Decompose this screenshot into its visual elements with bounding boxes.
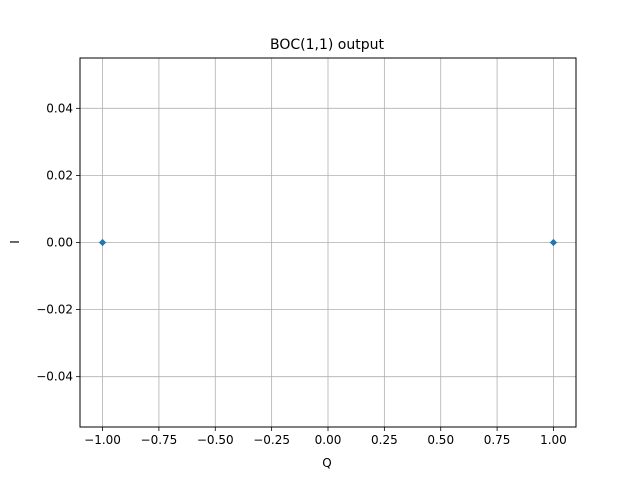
data-point (549, 238, 558, 247)
y-axis-label: I (8, 240, 22, 244)
x-tick-label: −1.00 (84, 433, 121, 447)
x-tick-label: −0.50 (197, 433, 234, 447)
x-axis-label: Q (322, 456, 331, 470)
chart-title: BOC(1,1) output (270, 37, 384, 53)
y-axis-ticks: −0.04 −0.02 0.00 0.02 0.04 (36, 101, 80, 384)
x-tick-label: 0.00 (315, 433, 342, 447)
x-tick-label: 0.50 (427, 433, 454, 447)
y-tick-label: 0.02 (46, 168, 73, 182)
grid-lines (80, 58, 576, 427)
x-axis-ticks: −1.00 −0.75 −0.50 −0.25 0.00 0.25 0.50 0.75 1.00 (84, 427, 567, 447)
y-tick-label: 0.04 (46, 101, 73, 115)
y-tick-label: 0.00 (46, 236, 73, 250)
data-point (98, 238, 107, 247)
x-tick-label: 0.75 (484, 433, 511, 447)
x-tick-label: −0.75 (141, 433, 178, 447)
x-tick-label: −0.25 (253, 433, 290, 447)
x-tick-label: 1.00 (540, 433, 567, 447)
x-tick-label: 0.25 (371, 433, 398, 447)
y-tick-label: −0.04 (36, 370, 73, 384)
data-points (98, 238, 558, 247)
y-tick-label: −0.02 (36, 303, 73, 317)
